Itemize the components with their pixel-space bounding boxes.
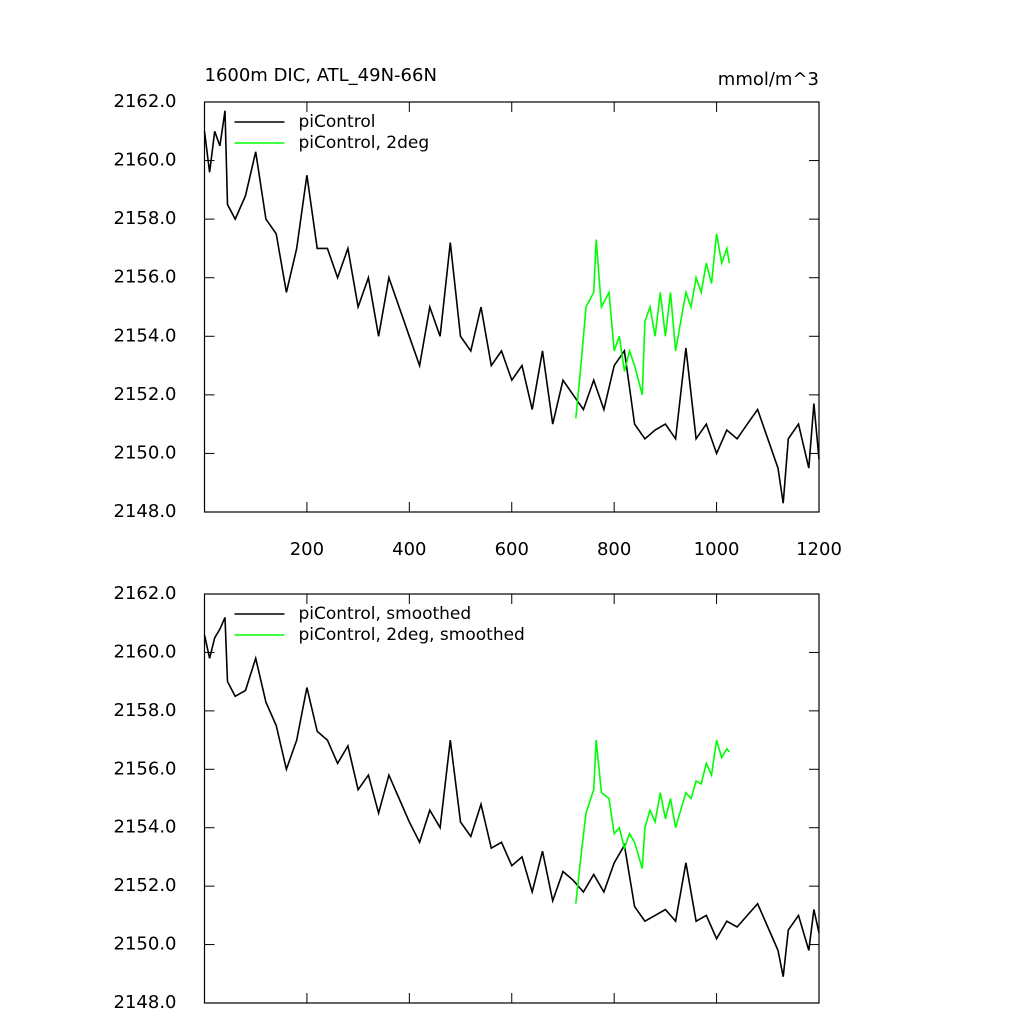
y-tick-label: 2162.0 [114, 91, 177, 112]
y-tick-label: 2158.0 [114, 208, 177, 229]
y-tick-label: 2160.0 [114, 150, 177, 171]
plot-frame [203, 101, 820, 513]
x-tick-label: 600 [495, 539, 529, 560]
y-tick-label: 2154.0 [114, 325, 177, 346]
y-tick-label: 2160.0 [114, 641, 177, 662]
y-tick-label: 2152.0 [114, 384, 177, 405]
data-line [203, 110, 820, 504]
y-tick-label: 2148.0 [114, 992, 177, 1013]
data-line [575, 233, 731, 419]
x-tick-label: 800 [597, 539, 631, 560]
legend-label: piControl, 2deg [299, 133, 430, 153]
y-tick-label: 2148.0 [114, 501, 177, 522]
y-tick-label: 2156.0 [114, 267, 177, 288]
x-tick-label: 200 [290, 539, 324, 560]
legend-label: piControl, smoothed [299, 604, 472, 624]
x-tick-label: 1200 [796, 539, 842, 560]
y-tick-label: 2158.0 [114, 700, 177, 721]
y-tick-label: 2152.0 [114, 875, 177, 896]
y-tick-label: 2156.0 [114, 758, 177, 779]
y-tick-label: 2150.0 [114, 442, 177, 463]
legend-label: piControl [299, 112, 376, 132]
x-tick-label: 400 [392, 539, 426, 560]
y-tick-label: 2154.0 [114, 817, 177, 838]
plot-frame [203, 593, 820, 1004]
legend-label: piControl, 2deg, smoothed [299, 625, 525, 645]
units-label: mmol/m^3 [718, 69, 819, 90]
data-line [575, 739, 731, 904]
y-tick-label: 2162.0 [114, 583, 177, 604]
y-tick-label: 2150.0 [114, 934, 177, 955]
data-line [203, 617, 820, 977]
chart-title: 1600m DIC, ATL_49N-66N [205, 65, 437, 86]
x-tick-label: 1000 [694, 539, 740, 560]
